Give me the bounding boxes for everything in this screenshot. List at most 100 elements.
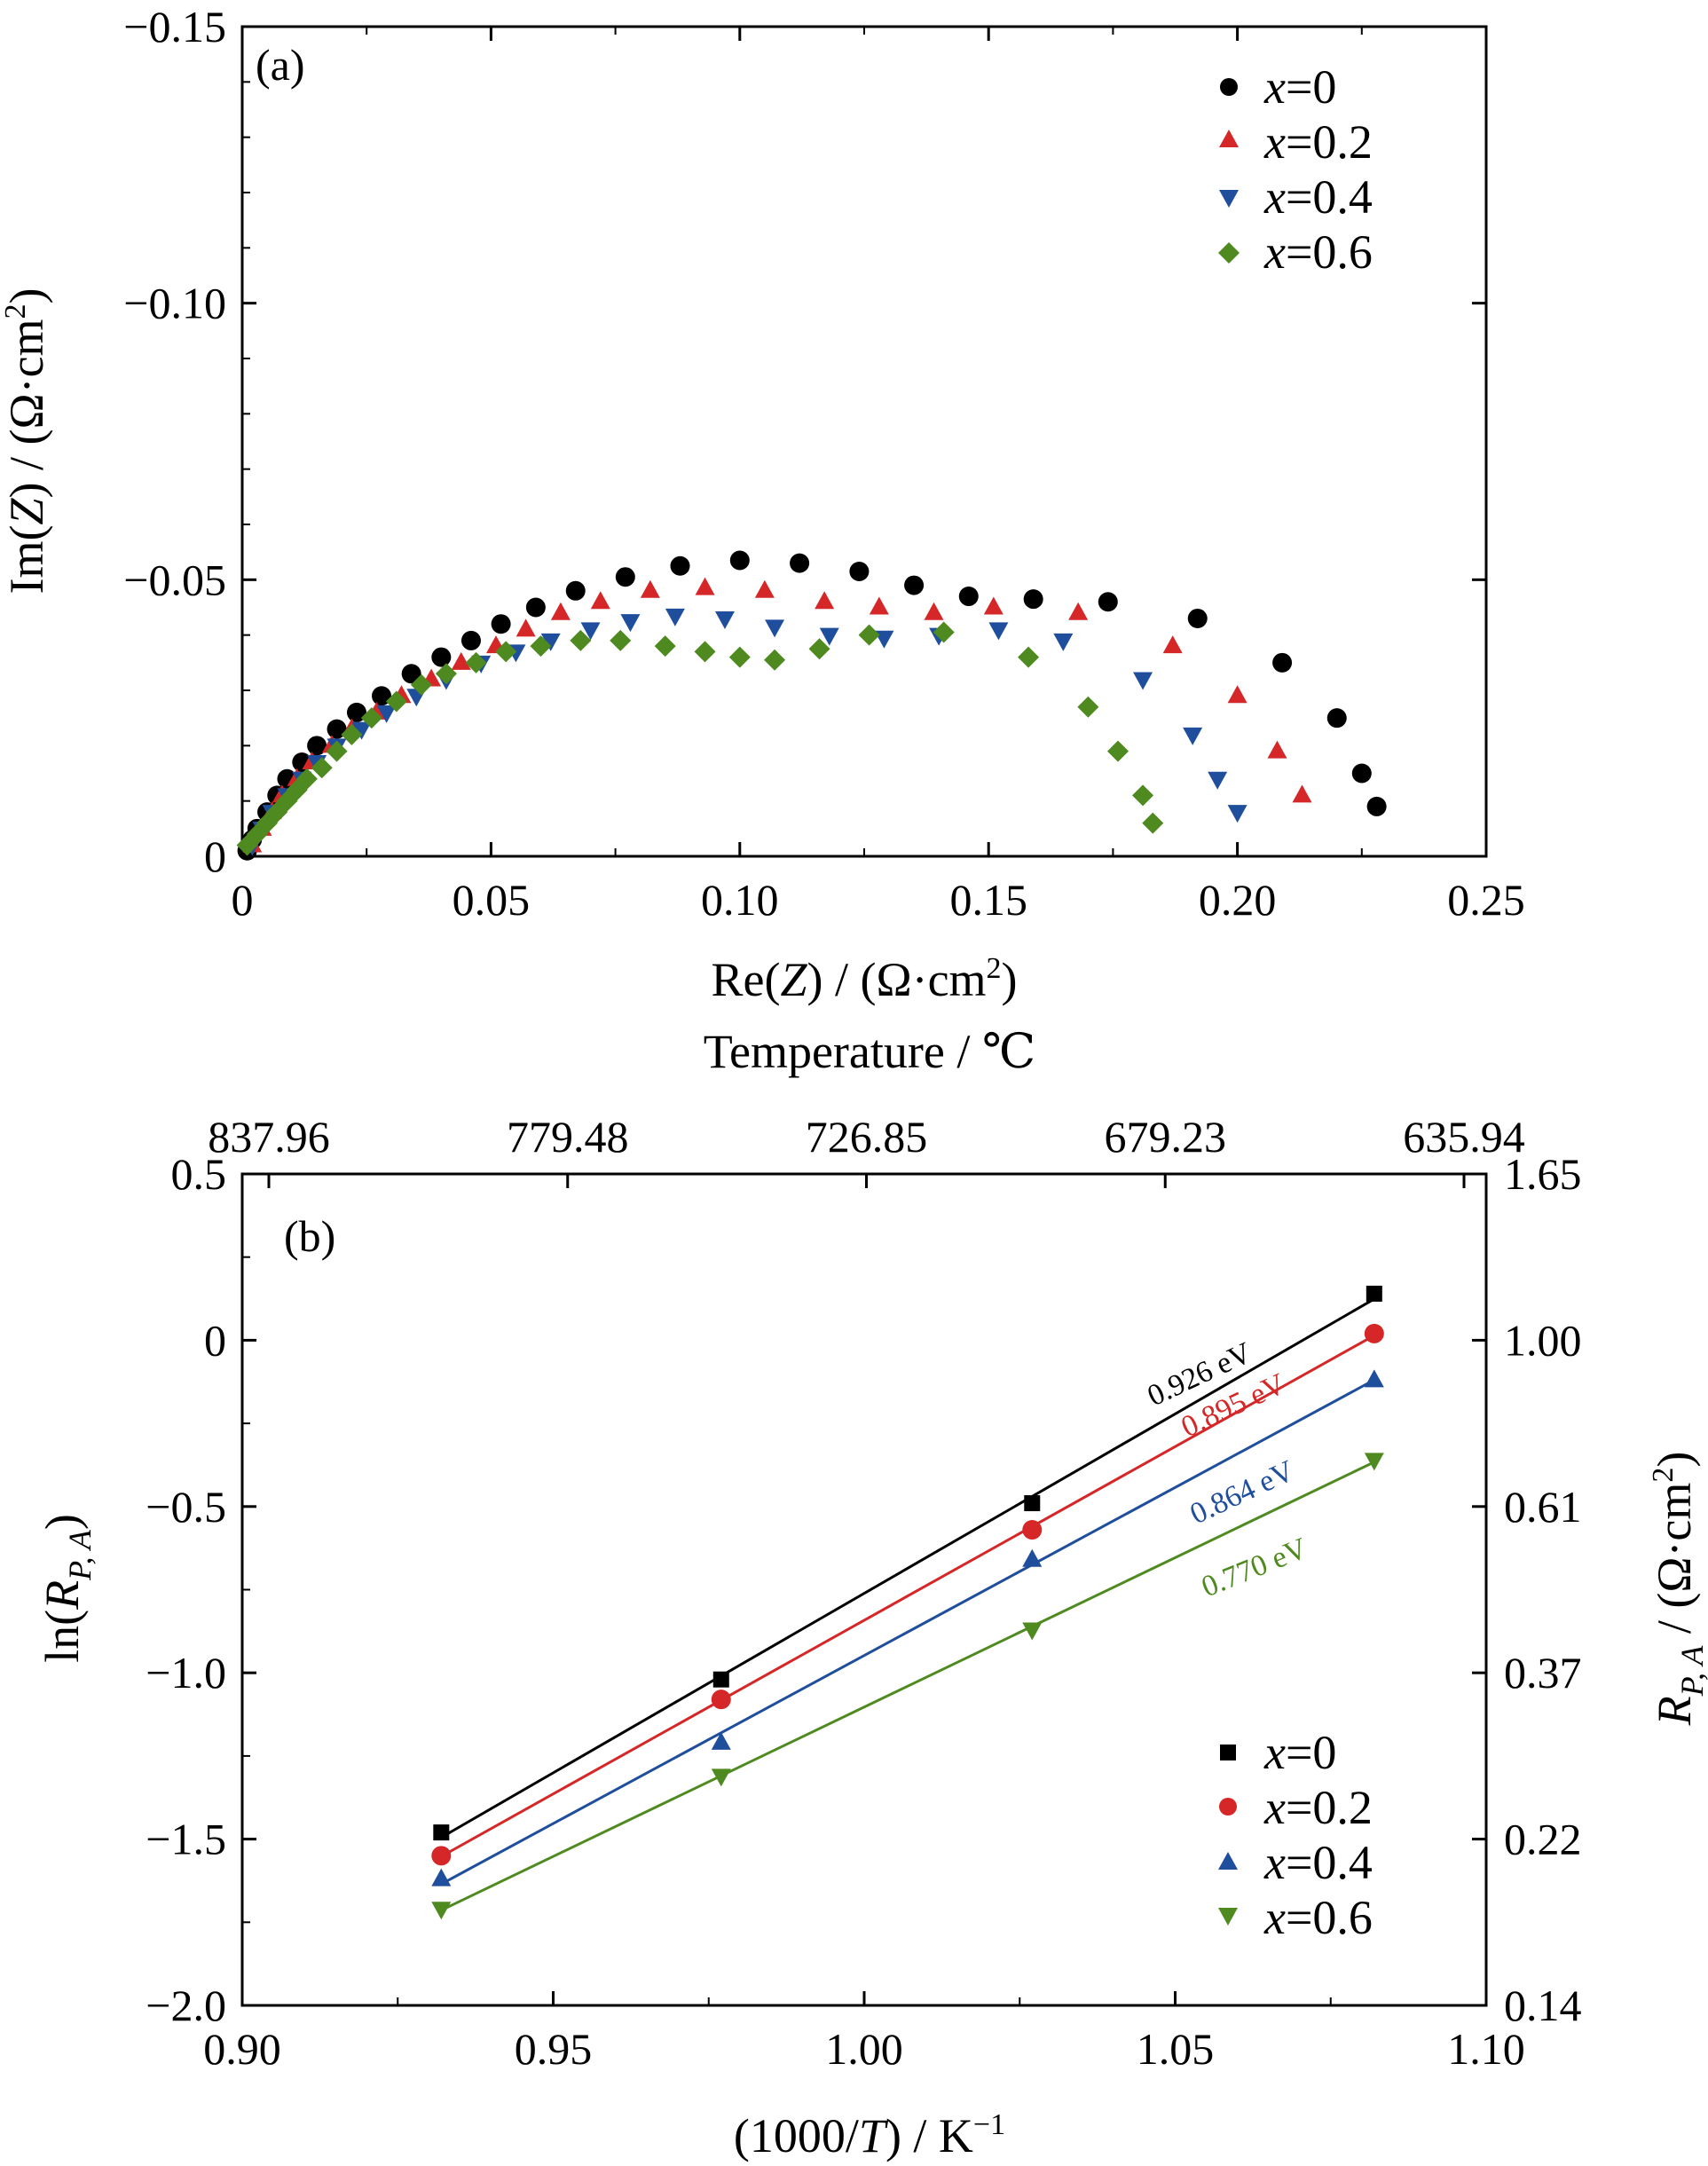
data-point-series-3	[933, 621, 955, 643]
x-tick-label: 0	[232, 875, 254, 925]
data-point-series-0	[670, 555, 690, 576]
right-tick-label: 0.37	[1504, 1648, 1582, 1697]
data-point-series-0	[431, 647, 452, 667]
panel-a-ticks	[240, 25, 1488, 858]
fit-label-x04: 0.864 eV	[1185, 1454, 1300, 1531]
panel-b-fit-lines	[440, 1297, 1375, 1912]
data-point-series-1	[1267, 740, 1287, 759]
legend-label: x=0.2	[1263, 1781, 1373, 1834]
legend-marker	[1220, 1745, 1236, 1760]
panel-a-legend: x=0 x=0.2 x=0.4 x=0.6	[1218, 60, 1373, 279]
legend-label: x=0.4	[1263, 170, 1373, 224]
data-point-series-0	[904, 575, 925, 595]
top-tick-label: 837.96	[208, 1112, 330, 1162]
data-point-series-1	[451, 651, 471, 670]
panel-b-y2-axis-label: RP, A / (Ω·cm2)	[1647, 1452, 1708, 1727]
data-point-series-0	[615, 567, 635, 587]
panel-a-x-axis-label: Re(Z) / (Ω·cm2)	[711, 952, 1017, 1006]
data-point-series-0	[525, 597, 546, 618]
y-tick-label: −1.5	[146, 1815, 226, 1864]
legend-entry: x=0.4	[1219, 170, 1373, 224]
data-point-series-0	[307, 736, 327, 756]
data-point-series-3	[858, 624, 880, 646]
panel-b-fit-labels: 0.926 eV 0.895 eV 0.864 eV 0.770 eV	[1143, 1336, 1312, 1604]
data-point-series-2	[1053, 633, 1074, 651]
data-point-series-3	[808, 638, 830, 660]
legend-entry: x=0.4	[1218, 1836, 1373, 1889]
data-point-series-3	[465, 651, 487, 673]
data-point-series-1	[590, 591, 610, 610]
panel-b-y-tick-labels: 0.5 0 −0.5 −1.0 −1.5 −2.0	[146, 1149, 226, 2030]
legend-entry: x=0.2	[1219, 115, 1373, 169]
data-point-series-1	[1227, 685, 1248, 704]
data-point-series-0	[1326, 708, 1347, 729]
right-tick-label: 1.65	[1504, 1149, 1582, 1199]
y-tick-label: −0.05	[123, 555, 226, 604]
panel-a-x-tick-labels: 0 0.05 0.10 0.15 0.20 0.25	[232, 875, 1525, 925]
data-point-series-0	[346, 702, 366, 722]
legend-marker	[1220, 78, 1238, 96]
fit-label-x06: 0.770 eV	[1197, 1532, 1312, 1603]
data-point-series-3	[711, 1768, 731, 1787]
data-point-series-2	[714, 610, 735, 629]
data-point-series-2	[711, 1731, 731, 1750]
legend-marker	[1219, 1798, 1237, 1816]
x-tick-label: 1.10	[1447, 2024, 1525, 2074]
data-point-series-1	[754, 579, 775, 598]
legend-label: x=0.6	[1263, 225, 1373, 279]
x-tick-label: 0.25	[1447, 875, 1525, 925]
legend-label: x=0.6	[1263, 1891, 1373, 1944]
data-point-series-2	[1183, 727, 1203, 745]
data-point-series-2	[376, 705, 397, 723]
data-point-series-2	[988, 622, 1009, 641]
y-tick-label: 0	[204, 1315, 226, 1365]
data-point-series-3	[1022, 1622, 1043, 1641]
data-point-series-0	[433, 1824, 450, 1841]
legend-entry: x=0	[1220, 60, 1336, 114]
data-point-series-1	[1162, 635, 1183, 654]
data-point-series-0	[327, 719, 347, 739]
y-tick-label: −0.15	[123, 2, 226, 51]
data-point-series-2	[1133, 672, 1153, 690]
data-point-series-3	[728, 646, 751, 668]
data-point-series-2	[1022, 1548, 1043, 1567]
panel-a-tag: (a)	[256, 40, 305, 90]
x-tick-label: 0.90	[203, 2024, 281, 2074]
data-point-series-0	[1272, 652, 1293, 673]
data-point-series-3	[311, 757, 333, 779]
legend-label: x=0.4	[1263, 1836, 1373, 1889]
legend-marker	[1219, 130, 1239, 147]
panel-b-legend: x=0 x=0.2 x=0.4 x=0.6	[1218, 1726, 1373, 1944]
data-point-series-2	[819, 627, 839, 646]
panel-a-y-tick-labels: 0 −0.05 −0.10 −0.15	[123, 2, 226, 881]
data-point-series-3	[360, 707, 382, 729]
panel-b-top-axis-label: Temperature / ℃	[704, 1025, 1035, 1078]
data-point-series-1	[983, 596, 1004, 615]
x-tick-label: 1.00	[825, 2024, 903, 2074]
right-tick-label: 0.22	[1504, 1815, 1582, 1864]
data-point-series-3	[610, 629, 632, 651]
fit-line-series-2	[440, 1378, 1375, 1886]
data-point-series-0	[729, 550, 750, 571]
data-point-series-0	[565, 580, 586, 601]
data-point-series-1	[1022, 1520, 1043, 1540]
data-point-series-3	[654, 635, 676, 658]
data-point-series-2	[351, 721, 372, 740]
y-tick-label: −0.10	[123, 279, 226, 328]
panel-a-marks	[236, 550, 1387, 861]
y-tick-label: 0.5	[171, 1149, 227, 1199]
top-tick-label: 779.48	[507, 1112, 629, 1162]
panel-b: 0.90 0.95 1.00 1.05 1.10 0.5 0 −0.5 −1.0 −1.5 −2.…	[35, 1025, 1708, 2162]
fit-line-series-0	[440, 1297, 1375, 1839]
data-point-series-3	[694, 641, 716, 663]
legend-entry: x=0.6	[1218, 1891, 1373, 1944]
panel-b-tag: (b)	[284, 1211, 335, 1261]
data-point-series-0	[1366, 796, 1387, 816]
y-tick-label: 0	[204, 831, 226, 881]
y-tick-label: −1.0	[146, 1648, 226, 1697]
x-tick-label: 0.20	[1199, 875, 1277, 925]
data-point-series-2	[765, 619, 785, 638]
panel-b-y-axis-label: ln(RP, A)	[35, 1514, 98, 1663]
data-point-series-3	[1107, 740, 1129, 762]
